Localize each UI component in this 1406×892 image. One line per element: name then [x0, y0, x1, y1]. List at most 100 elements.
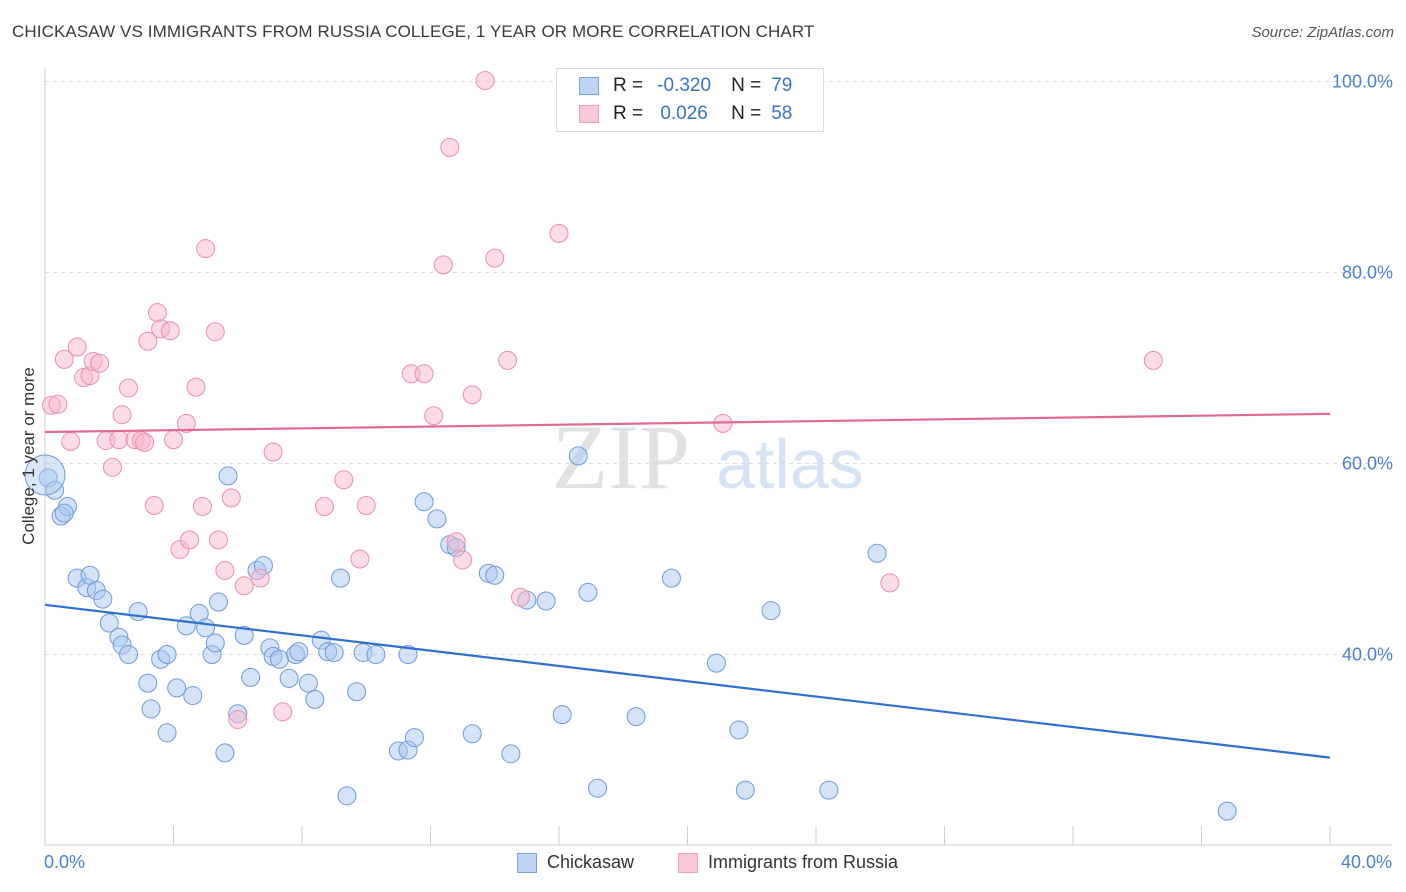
- russia-point: [221, 488, 241, 508]
- x-tick-label-min: 0.0%: [44, 852, 85, 872]
- russia-point: [48, 394, 68, 414]
- chickasaw-point: [234, 625, 254, 645]
- russia-point: [485, 248, 505, 268]
- chickasaw-point: [298, 673, 318, 693]
- chickasaw-point: [215, 743, 235, 763]
- russia-point: [510, 587, 530, 607]
- russia-point: [208, 530, 228, 550]
- chickasaw-point: [588, 778, 608, 798]
- chickasaw-point: [279, 668, 299, 688]
- chickasaw-point: [119, 645, 139, 664]
- chickasaw-point: [366, 645, 386, 664]
- russia-point: [263, 442, 283, 462]
- legend-swatch-pink: [678, 852, 698, 873]
- russia-point: [192, 496, 212, 516]
- chickasaw-point: [414, 492, 434, 512]
- russia-point: [147, 303, 167, 323]
- chickasaw-point: [305, 689, 325, 709]
- chickasaw-point: [157, 723, 177, 743]
- chickasaw-point: [398, 645, 418, 664]
- chart-title: CHICKASAW VS IMMIGRANTS FROM RUSSIA COLL…: [12, 22, 815, 41]
- chickasaw-point: [404, 728, 424, 748]
- gridlines: [45, 81, 1392, 655]
- legend-r-label: R =: [613, 103, 644, 124]
- chickasaw-point: [99, 613, 119, 633]
- chickasaw-point: [24, 454, 66, 496]
- legend-r-label: R =: [613, 75, 644, 96]
- chickasaw-point: [196, 618, 216, 638]
- chickasaw-point: [867, 543, 887, 563]
- russia-point: [205, 322, 225, 342]
- russia-point: [61, 432, 81, 452]
- russia-point: [433, 255, 453, 275]
- russia-point: [54, 349, 74, 369]
- legend-item-chickasaw: Chickasaw: [517, 852, 634, 873]
- chickasaw-point: [1217, 801, 1237, 821]
- russia-point: [498, 350, 518, 370]
- russia-point: [215, 560, 235, 580]
- legend-row-russia: R = 0.026 N = 58: [579, 101, 792, 127]
- chickasaw-point: [128, 602, 148, 622]
- russia-point: [880, 573, 900, 593]
- chickasaw-point: [552, 705, 572, 725]
- x-axis-ticks: [44, 826, 1331, 845]
- chickasaw-point: [427, 509, 447, 529]
- chickasaw-point: [462, 724, 482, 744]
- trend-lines: [44, 412, 1331, 759]
- chickasaw-point: [241, 667, 261, 687]
- russia-point: [164, 430, 183, 450]
- y-tick-label: 60.0%: [1342, 454, 1393, 474]
- russia-point: [446, 532, 466, 552]
- chickasaw-point: [347, 682, 367, 702]
- chickasaw-point: [205, 633, 225, 653]
- russia-point: [453, 550, 473, 570]
- russia-point: [440, 137, 460, 157]
- chickasaw-point: [324, 643, 344, 663]
- russia-point: [135, 432, 155, 452]
- legend-n-label: N =: [731, 75, 762, 96]
- chickasaw-point: [706, 653, 726, 673]
- chickasaw-point: [568, 446, 588, 466]
- chickasaw-point: [167, 678, 187, 698]
- legend-label-chickasaw: Chickasaw: [547, 852, 635, 872]
- chickasaw-point: [501, 744, 521, 764]
- legend-n-value: 79: [771, 75, 793, 96]
- chickasaw-trend-line: [44, 603, 1331, 759]
- chickasaw-point: [138, 673, 158, 693]
- source-label: Source: ZipAtlas.com: [1251, 24, 1394, 41]
- chickasaw-point: [157, 645, 177, 664]
- russia-point: [350, 549, 370, 569]
- y-tick-label: 40.0%: [1342, 645, 1393, 665]
- legend-n-label: N =: [731, 103, 762, 124]
- russia-point: [144, 496, 164, 516]
- chickasaw-point: [270, 649, 290, 669]
- russia-points: [41, 71, 1163, 729]
- russia-point: [186, 377, 206, 397]
- russia-point: [176, 413, 196, 433]
- chickasaw-point: [337, 786, 357, 806]
- legend-label-russia: Immigrants from Russia: [708, 852, 899, 872]
- russia-point: [414, 364, 434, 384]
- y-tick-labels: 40.0% 60.0% 80.0% 100.0%: [1332, 72, 1393, 665]
- russia-point: [196, 239, 216, 259]
- legend-swatch-blue: [579, 77, 599, 95]
- russia-point: [462, 385, 482, 405]
- russia-point: [549, 223, 569, 243]
- russia-point: [314, 496, 334, 516]
- russia-point: [1143, 350, 1163, 370]
- chickasaw-point: [761, 601, 781, 621]
- legend-row-chickasaw: R = -0.320 N = 79: [579, 73, 792, 99]
- chickasaw-point: [141, 699, 161, 719]
- y-tick-label: 80.0%: [1342, 263, 1393, 283]
- chickasaw-point: [289, 642, 309, 662]
- chickasaw-point: [661, 568, 681, 588]
- correlation-legend: R = -0.320 N = 79 R = 0.026 N = 58: [556, 68, 824, 132]
- y-tick-label: 100.0%: [1332, 72, 1393, 92]
- russia-point: [475, 71, 495, 91]
- russia-point: [102, 457, 122, 477]
- russia-point: [160, 321, 180, 341]
- chickasaw-point: [54, 503, 74, 523]
- russia-point: [119, 378, 139, 398]
- russia-point: [334, 470, 354, 490]
- legend-n-value: 58: [771, 103, 793, 124]
